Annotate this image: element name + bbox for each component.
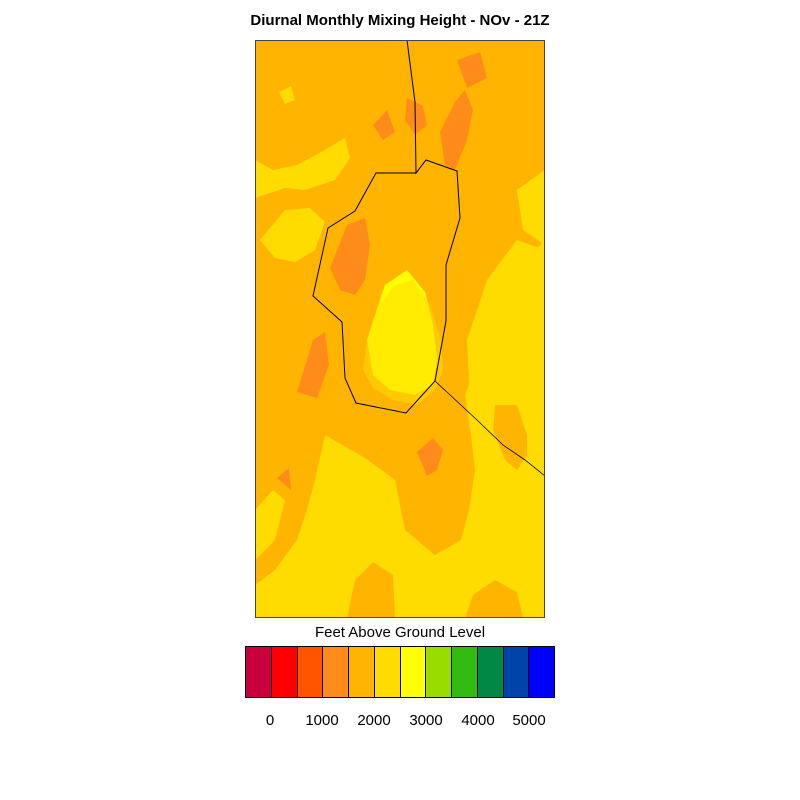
contour-band-mid-se bbox=[465, 580, 523, 618]
contour-band-dark-south bbox=[417, 438, 443, 476]
tick-label: 3000 bbox=[409, 712, 443, 729]
color-swatch bbox=[452, 647, 478, 697]
contour-band-dark-west bbox=[330, 218, 370, 295]
tick-label: 2000 bbox=[357, 712, 391, 729]
contour-band-dark-mid bbox=[373, 110, 395, 140]
contour-band-light-ne bbox=[517, 170, 545, 245]
color-swatch bbox=[246, 647, 272, 697]
map-title: Diurnal Monthly Mixing Height - NOv - 21… bbox=[250, 12, 550, 29]
contour-band-light-ridge bbox=[467, 240, 545, 440]
map-border bbox=[255, 40, 545, 618]
contour-band-dark-ne bbox=[457, 52, 487, 88]
color-swatch bbox=[271, 647, 298, 697]
contour-band-mid-east bbox=[493, 405, 527, 470]
contour-band-light-core bbox=[363, 280, 443, 405]
color-swatch bbox=[297, 647, 324, 697]
contour-band-mid-south bbox=[347, 562, 395, 618]
contour-band-light-spot bbox=[279, 86, 295, 104]
contour-band-dark-sw bbox=[297, 332, 329, 398]
contour-band-light-nw bbox=[255, 138, 350, 198]
tick-label: 0 bbox=[265, 712, 275, 729]
color-swatch bbox=[426, 647, 452, 697]
contour-map-svg bbox=[255, 40, 545, 618]
color-swatch bbox=[349, 647, 375, 697]
contour-band-dark-north bbox=[405, 98, 427, 135]
color-swatch bbox=[503, 647, 530, 697]
region-boundary bbox=[312, 40, 461, 414]
color-bar bbox=[245, 646, 555, 698]
contour-band-light-west bbox=[260, 208, 325, 262]
contour-band-dark-east bbox=[440, 90, 473, 170]
tick-label: 5000 bbox=[512, 712, 546, 729]
contour-band-light-sw bbox=[255, 490, 285, 560]
color-swatch bbox=[529, 647, 554, 697]
legend-title: Feet Above Ground Level bbox=[314, 624, 486, 641]
color-bar-tick-labels: 0 1000 2000 3000 4000 5000 bbox=[245, 712, 555, 732]
color-swatch bbox=[323, 647, 349, 697]
color-swatch bbox=[477, 647, 504, 697]
color-swatch bbox=[400, 647, 427, 697]
tick-label: 4000 bbox=[461, 712, 495, 729]
color-swatch bbox=[374, 647, 401, 697]
mixing-height-map bbox=[255, 40, 545, 618]
tick-label: 1000 bbox=[305, 712, 339, 729]
boundary-line bbox=[434, 380, 545, 477]
contour-band-dark-spot bbox=[277, 468, 291, 490]
